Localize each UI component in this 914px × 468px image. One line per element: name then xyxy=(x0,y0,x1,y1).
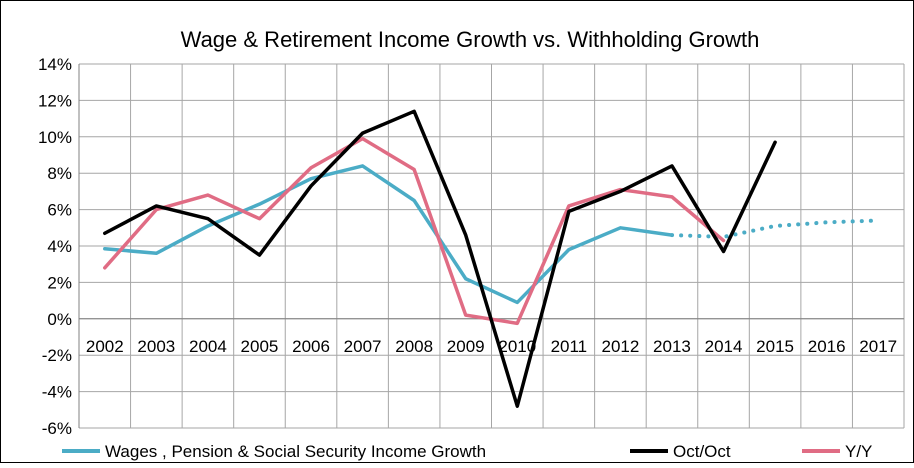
y-tick-label: 8% xyxy=(47,164,72,183)
x-tick-label: 2017 xyxy=(859,337,897,356)
x-tick-label: 2007 xyxy=(344,337,382,356)
y-tick-label: -6% xyxy=(42,419,72,438)
y-tick-label: 12% xyxy=(38,91,72,110)
x-tick-label: 2004 xyxy=(189,337,227,356)
y-tick-label: 14% xyxy=(38,55,72,74)
y-tick-label: 0% xyxy=(47,310,72,329)
y-tick-label: 4% xyxy=(47,237,72,256)
y-tick-label: -4% xyxy=(42,383,72,402)
x-tick-label: 2008 xyxy=(395,337,433,356)
x-tick-label: 2011 xyxy=(551,337,588,356)
x-tick-label: 2016 xyxy=(808,337,846,356)
x-tick-label: 2015 xyxy=(756,337,794,356)
y-tick-label: 6% xyxy=(47,201,72,220)
y-tick-label: -2% xyxy=(42,346,72,365)
x-tick-label: 2009 xyxy=(447,337,485,356)
x-tick-label: 2003 xyxy=(137,337,175,356)
chart-title: Wage & Retirement Income Growth vs. With… xyxy=(181,27,760,52)
y-tick-label: 10% xyxy=(38,128,72,147)
x-tick-label: 2002 xyxy=(86,337,124,356)
legend-label: Y/Y xyxy=(845,442,872,461)
legend-label: Oct/Oct xyxy=(673,442,731,461)
legend-label: Wages , Pension & Social Security Income… xyxy=(105,442,486,461)
x-tick-label: 2006 xyxy=(292,337,330,356)
y-tick-label: 2% xyxy=(47,273,72,292)
x-tick-label: 2014 xyxy=(705,337,743,356)
x-tick-label: 2013 xyxy=(653,337,691,356)
x-tick-label: 2012 xyxy=(601,337,639,356)
x-tick-label: 2005 xyxy=(241,337,279,356)
